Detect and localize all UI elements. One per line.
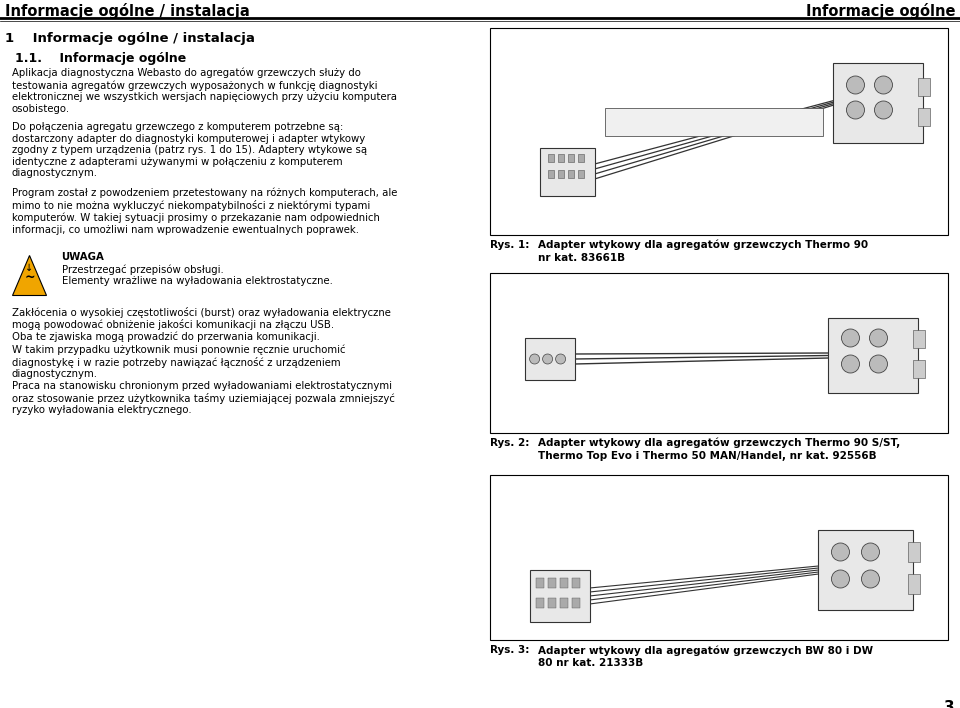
Bar — [547, 598, 556, 608]
Text: Aplikacja diagnostyczna Webasto do agregatów grzewczych służy do
testowania agre: Aplikacja diagnostyczna Webasto do agreg… — [12, 68, 396, 114]
Text: Informacje ogólne / instalacja: Informacje ogólne / instalacja — [5, 3, 250, 19]
Bar — [914, 330, 925, 348]
Text: Adapter wtykowy dla agregatów grzewczych BW 80 i DW: Adapter wtykowy dla agregatów grzewczych… — [538, 645, 873, 656]
Bar — [536, 598, 543, 608]
Circle shape — [847, 76, 864, 94]
Bar — [908, 542, 921, 562]
Circle shape — [870, 355, 887, 373]
Text: Zakłócenia o wysokiej częstotliwości (burst) oraz wyładowania elektryczne
mogą p: Zakłócenia o wysokiej częstotliwości (bu… — [12, 307, 395, 415]
Text: Do połączenia agregatu grzewczego z komputerem potrzebne są:
dostarczony adapter: Do połączenia agregatu grzewczego z komp… — [12, 122, 367, 178]
Bar — [578, 170, 584, 178]
Circle shape — [831, 543, 850, 561]
Bar — [490, 475, 948, 640]
Polygon shape — [12, 256, 46, 295]
Text: Program został z powodzeniem przetestowany na różnych komputerach, ale
mimo to n: Program został z powodzeniem przetestowa… — [12, 188, 396, 234]
Bar — [490, 273, 948, 433]
Text: nr kat. 83661B: nr kat. 83661B — [538, 253, 625, 263]
Text: Adapter wtykowy dla agregatów grzewczych Thermo 90: Adapter wtykowy dla agregatów grzewczych… — [538, 240, 868, 251]
Text: ~: ~ — [24, 271, 35, 284]
Bar — [560, 598, 567, 608]
Bar — [530, 570, 589, 622]
Circle shape — [842, 329, 859, 347]
Bar — [914, 360, 925, 378]
Bar — [540, 148, 594, 196]
Bar — [571, 598, 580, 608]
Bar — [578, 154, 584, 162]
Bar — [605, 108, 824, 136]
Text: 3: 3 — [945, 700, 955, 708]
Bar — [558, 154, 564, 162]
Circle shape — [870, 329, 887, 347]
Text: 1    Informacje ogólne / instalacja: 1 Informacje ogólne / instalacja — [5, 32, 254, 45]
Text: ↓: ↓ — [26, 263, 34, 273]
Bar — [819, 530, 914, 610]
Text: Thermo Top Evo i Thermo 50 MAN/Handel, nr kat. 92556B: Thermo Top Evo i Thermo 50 MAN/Handel, n… — [538, 451, 876, 461]
Bar — [919, 78, 930, 96]
Text: UWAGA: UWAGA — [61, 251, 105, 261]
Text: Rys. 1:: Rys. 1: — [490, 240, 529, 250]
Circle shape — [530, 354, 540, 364]
Bar — [919, 108, 930, 126]
Text: Adapter wtykowy dla agregatów grzewczych Thermo 90 S/ST,: Adapter wtykowy dla agregatów grzewczych… — [538, 438, 900, 448]
Bar — [567, 170, 574, 178]
Text: Przestrzegać przepisów obsługi.: Przestrzegać przepisów obsługi. — [61, 265, 224, 275]
Circle shape — [556, 354, 565, 364]
Text: Informacje ogólne: Informacje ogólne — [805, 3, 955, 19]
Bar — [833, 63, 924, 143]
Text: Rys. 2:: Rys. 2: — [490, 438, 529, 448]
Text: 1.1.    Informacje ogólne: 1.1. Informacje ogólne — [15, 52, 186, 65]
Circle shape — [831, 570, 850, 588]
Circle shape — [847, 101, 864, 119]
Circle shape — [875, 76, 893, 94]
Bar — [547, 578, 556, 588]
Circle shape — [861, 570, 879, 588]
Bar — [536, 578, 543, 588]
Bar — [571, 578, 580, 588]
Bar — [547, 154, 554, 162]
Circle shape — [842, 355, 859, 373]
Bar — [490, 28, 948, 235]
Bar — [560, 578, 567, 588]
Text: Rys. 3:: Rys. 3: — [490, 645, 529, 655]
Bar — [524, 338, 575, 380]
Text: 80 nr kat. 21333B: 80 nr kat. 21333B — [538, 658, 643, 668]
Bar — [908, 574, 921, 594]
Circle shape — [875, 101, 893, 119]
Circle shape — [542, 354, 553, 364]
Circle shape — [861, 543, 879, 561]
Bar — [558, 170, 564, 178]
Text: Elementy wrażliwe na wyładowania elektrostatyczne.: Elementy wrażliwe na wyładowania elektro… — [61, 275, 332, 285]
Bar — [547, 170, 554, 178]
Bar — [567, 154, 574, 162]
Bar — [828, 318, 919, 393]
